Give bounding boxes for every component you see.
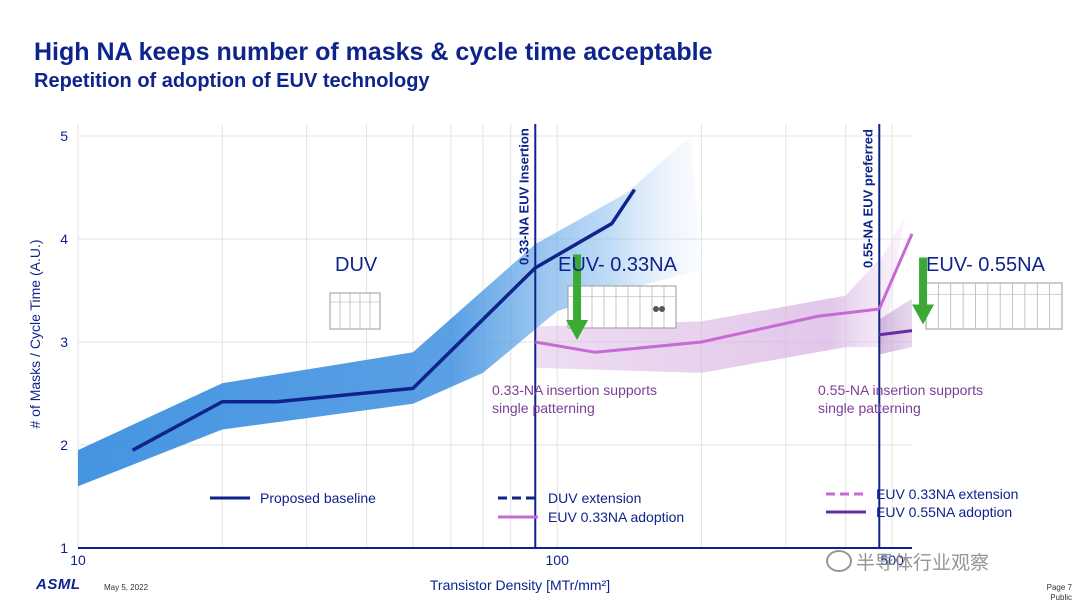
classification-label: Public: [1050, 593, 1072, 602]
x-tick-label: 100: [546, 552, 570, 568]
wechat-icon: [826, 550, 852, 572]
legend-label: EUV 0.33NA adoption: [548, 509, 684, 525]
arrow-shaft: [919, 257, 928, 307]
page-subtitle: Repetition of adoption of EUV technology: [34, 70, 430, 92]
euv-tool-port: [659, 306, 665, 312]
y-axis-label: # of Masks / Cycle Time (A.U.): [27, 239, 43, 428]
insertion-lines: 0.33-NA EUV Insertion 0.55-NA EUV preferr…: [516, 124, 881, 548]
region-label: DUV: [335, 254, 378, 276]
watermark-text: 半导体行业观察: [856, 552, 990, 574]
arrow-shaft: [573, 254, 582, 322]
y-tick-label: 5: [60, 128, 68, 144]
euv-033na-band: [535, 218, 905, 373]
legend-label: EUV 0.33NA extension: [876, 486, 1018, 502]
insertion-line-label-1: 0.33-NA EUV Insertion: [516, 128, 531, 265]
chart-text: DUV EUV- 0.33NA EUV- 0.55NA 0.33-NA inserti…: [335, 254, 1046, 416]
region-label: EUV- 0.55NA: [926, 254, 1046, 276]
y-tick-label: 1: [60, 540, 68, 556]
uncertainty-bands: [78, 136, 912, 487]
green-down-arrow-2: [912, 257, 935, 325]
arrow-head: [566, 319, 589, 340]
euv-055na-tool-illustration-body: [925, 282, 1063, 330]
series-euv-0-33na-extension: [877, 233, 914, 310]
arrow-head: [912, 304, 935, 325]
y-tick-label: 4: [60, 231, 68, 247]
page-number: Page 7: [1046, 583, 1072, 592]
y-tick-label: 3: [60, 334, 68, 350]
series-lines: [131, 188, 914, 452]
watermark: 半导体行业观察: [826, 548, 989, 575]
x-tick-label: 500: [880, 552, 904, 568]
footer-date: May 5, 2022: [104, 583, 149, 592]
page-title: High NA keeps number of masks & cycle ti…: [34, 38, 713, 66]
euv-tool-port: [653, 306, 659, 312]
annotation-line: 0.33-NA insertion supports: [492, 382, 657, 398]
x-axis-label: Transistor Density [MTr/mm²]: [430, 577, 610, 593]
series-proposed-baseline: [131, 188, 636, 452]
legend-label: Proposed baseline: [260, 490, 376, 506]
series-euv-0-33na-adoption: [535, 307, 880, 354]
x-tick-label: 10: [70, 552, 86, 568]
series-euv-0-55na-adoption: [879, 329, 913, 337]
annotation-line: single patterning: [492, 400, 595, 416]
chart-legend: Proposed baseline DUV extension EUV 0.33NA…: [210, 486, 1018, 525]
asml-logo: ASML: [36, 576, 81, 593]
region-label: EUV- 0.33NA: [558, 254, 678, 276]
annotation-text: 0.55-NA insertion supports single pattern…: [818, 382, 983, 416]
euv-055na-tool-illustration: [925, 282, 1063, 330]
legend-label: DUV extension: [548, 490, 641, 506]
insertion-line-label-2: 0.55-NA EUV preferred: [860, 129, 875, 268]
annotation-text: 0.33-NA insertion supports single pattern…: [492, 382, 657, 416]
tool-illustrations: [329, 282, 1063, 330]
green-down-arrow-1: [566, 254, 589, 340]
axes: 1 2 3 4 5 10 100 500 Transistor Density [MTr/mm²…: [27, 128, 912, 593]
annotation-line: single patterning: [818, 400, 921, 416]
annotation-line: 0.55-NA insertion supports: [818, 382, 983, 398]
duv-band: [78, 136, 702, 487]
duv-tool-illustration-body: [329, 292, 381, 330]
y-tick-label: 2: [60, 437, 68, 453]
legend-label: EUV 0.55NA adoption: [876, 504, 1012, 520]
arrows: [566, 254, 935, 340]
euv-055na-band: [879, 298, 912, 355]
duv-tool-illustration: [329, 292, 381, 330]
footer-page-info: Page 7 Public: [1047, 583, 1072, 603]
